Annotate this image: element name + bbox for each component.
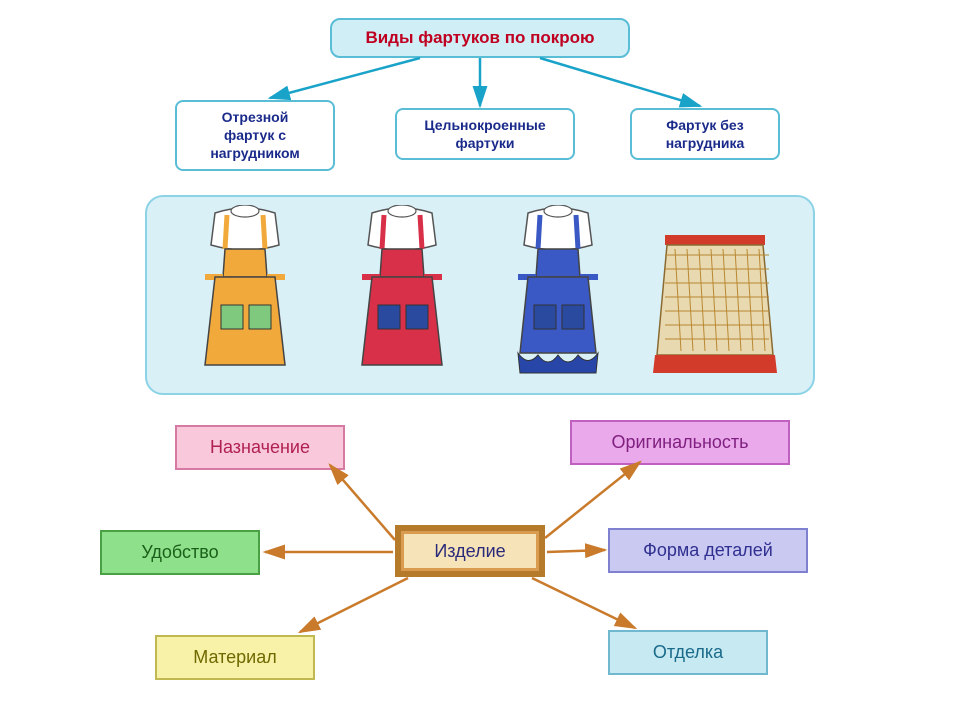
spider-box-4: Материал	[155, 635, 315, 680]
apron-3	[645, 205, 785, 385]
spider-box-2: Удобство	[100, 530, 260, 575]
center-product-label: Изделие	[434, 541, 505, 562]
sub-box-1: Цельнокроенныефартуки	[395, 108, 575, 160]
apron-1	[332, 205, 472, 385]
aprons-panel	[145, 195, 815, 395]
sub-box-0: Отрезнойфартук снагрудником	[175, 100, 335, 171]
apron-0	[175, 205, 315, 385]
sub-box-2: Фартук безнагрудника	[630, 108, 780, 160]
apron-2	[488, 205, 628, 385]
spider-box-0: Назначение	[175, 425, 345, 470]
center-product-box: Изделие	[395, 525, 545, 577]
spider-box-5: Отделка	[608, 630, 768, 675]
spider-box-3: Форма деталей	[608, 528, 808, 573]
spider-box-1: Оригинальность	[570, 420, 790, 465]
title-box: Виды фартуков по покрою	[330, 18, 630, 58]
